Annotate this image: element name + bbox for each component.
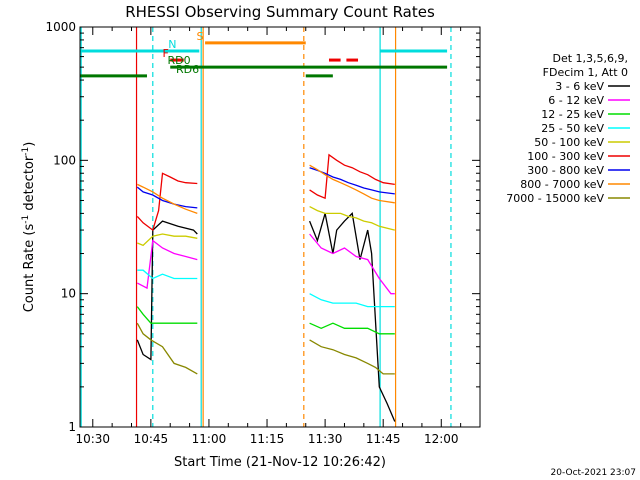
- legend: Det 1,3,5,6,9, FDecim 1, Att 0 3 - 6 keV…: [506, 52, 630, 205]
- series-line-0-1: [308, 212, 396, 422]
- series-line-7-1: [309, 164, 395, 204]
- legend-label-2: 12 - 25 keV: [541, 108, 604, 121]
- y-label-part2: detector: [22, 155, 37, 215]
- series-line-0-0: [136, 220, 198, 361]
- legend-label-4: 50 - 100 keV: [534, 136, 604, 149]
- y-label-part1: Count Rate (s: [22, 224, 37, 313]
- series-line-2-0: [136, 306, 198, 324]
- x-tick-label-6: 12:00: [424, 432, 459, 446]
- series-line-6-0: [136, 186, 198, 209]
- series-line-8-0: [136, 322, 198, 375]
- event-lines: [80, 27, 452, 427]
- series-line-5-0: [136, 172, 198, 232]
- y-label-part3: ): [22, 142, 37, 147]
- series-line-5-1: [309, 153, 395, 200]
- series-line-1-0: [137, 239, 198, 290]
- legend-label-7: 800 - 7000 keV: [520, 178, 604, 191]
- annotation-label-7: RD6: [176, 63, 199, 76]
- x-axis-ticks: 10:30 10:45 11:00 11:15 11:30 11:45 12:00: [75, 27, 481, 446]
- legend-label-3: 25 - 50 keV: [541, 122, 604, 135]
- x-tick-label-0: 10:30: [75, 432, 110, 446]
- legend-label-6: 300 - 800 keV: [527, 164, 604, 177]
- series-line-3-1: [309, 293, 395, 308]
- y-label-sup2: -1: [21, 147, 31, 156]
- x-tick-label-3: 11:15: [250, 432, 285, 446]
- series-line-4-0: [137, 233, 198, 247]
- x-axis-label: Start Time (21-Nov-12 10:26:42): [174, 455, 386, 470]
- x-tick-label-5: 11:45: [366, 432, 401, 446]
- x-tick-label-1: 10:45: [134, 432, 169, 446]
- timestamp: 20-Oct-2021 23:07: [551, 468, 636, 478]
- legend-label-8: 7000 - 15000 keV: [506, 192, 604, 205]
- plot-frame: [79, 26, 481, 428]
- legend-header-line-2: FDecim 1, Att 0: [543, 66, 628, 79]
- y-label-sup1: -1: [21, 215, 31, 224]
- y-tick-label-2: 100: [53, 153, 76, 167]
- x-tick-label-4: 11:30: [308, 432, 343, 446]
- series-line-3-0: [137, 269, 198, 280]
- legend-label-5: 100 - 300 keV: [527, 150, 604, 163]
- annotation-label-3: F: [162, 47, 168, 60]
- annotation-label-2: S: [197, 30, 204, 43]
- series-line-7-0: [137, 183, 198, 215]
- series-line-4-1: [309, 206, 395, 231]
- series-line-1-1: [309, 233, 395, 295]
- y-axis-ticks: 1 10 100 1000: [45, 20, 480, 434]
- x-tick-label-2: 11:00: [192, 432, 227, 446]
- legend-header-line-1: Det 1,3,5,6,9,: [552, 52, 628, 65]
- y-axis-label: Count Rate (s-1 detector-1): [21, 142, 37, 313]
- series-line-2-1: [309, 322, 395, 335]
- legend-label-0: 3 - 6 keV: [555, 80, 604, 93]
- series-line-6-1: [309, 167, 395, 195]
- y-tick-label-3: 1000: [45, 20, 76, 34]
- annotation-label-0: N: [168, 38, 176, 51]
- annotation-label-6: RD0: [168, 54, 191, 67]
- series-line-8-1: [309, 339, 395, 375]
- y-tick-label-1: 10: [61, 287, 76, 301]
- series-group: [136, 153, 396, 422]
- y-tick-label-0: 1: [68, 420, 76, 434]
- legend-label-1: 6 - 12 keV: [548, 94, 604, 107]
- chart-title: RHESSI Observing Summary Count Rates: [125, 3, 435, 21]
